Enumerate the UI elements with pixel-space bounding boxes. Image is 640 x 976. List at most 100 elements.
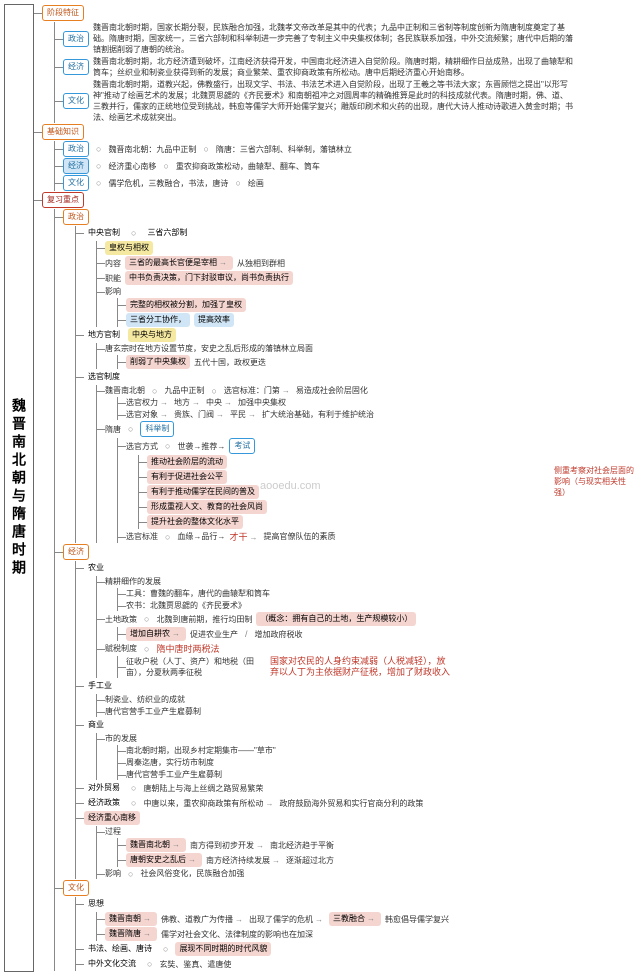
thought-cell: 魏晋南朝 [105, 912, 157, 926]
local-title: 地方官制 [84, 328, 124, 342]
central-title: 中央官制 [84, 226, 124, 240]
exam-effect: 有利于推动儒学在民间的普及 [147, 485, 259, 499]
eff-1b: 提高效率 [194, 313, 234, 327]
stage-text: 魏晋南北朝时期，国家长期分裂，民族融合加强，北魏孝文帝改革是其中的代表；九品中正… [93, 22, 573, 55]
exam-effect: 推动社会阶层的流动 [147, 455, 227, 469]
policy-res: 政府鼓励海外贸易和实行官商分利的政策 [279, 798, 423, 809]
tax-text: 隋中唐时两税法 [156, 642, 219, 655]
land-r0: 促进农业生产 [190, 629, 238, 640]
proc-cell: 唐朝安史之乱后 [126, 853, 202, 867]
stage-text: 魏晋南北朝时期，北方经济遭到破坏，江南经济获得开发，中国南北经济进入自觉阶段。隋… [93, 56, 573, 78]
policy-text: 中唐以来，重农抑商政策有所松动 [143, 798, 275, 809]
wei-res: 易造成社会阶层固化 [296, 385, 368, 396]
shift-eff-label: 影响 [105, 868, 121, 879]
std-label: 选官标准 [126, 531, 158, 542]
basic-item: 政治 [63, 141, 89, 157]
thought-cell: 儒学对社会文化、法律制度的影响也在加深 [161, 929, 313, 940]
select-title: 选官制度 [84, 370, 124, 384]
central-sub: 三省六部制 [143, 226, 191, 240]
thought-cell: 三教融合 [329, 912, 381, 926]
wei-sys: 九品中正制 [164, 385, 204, 396]
basic-part: 重农抑商政策松动，曲辕犁、翻车、筒车 [176, 161, 320, 172]
basic-part: 魏晋南北朝：九品中正制 [108, 144, 196, 155]
land-label: 土地政策 [105, 614, 137, 625]
tax-res: 国家对农民的人身约束减弱（人税减轻），放弃以人丁为主依据财产征税，增加了财政收入 [270, 656, 450, 678]
basic-part: 儒学危机，三教融合，书法，唐诗 [108, 178, 228, 189]
eff-0: 完整的相权被分割，加强了皇权 [126, 298, 246, 312]
proc-cell: 南方经济持续发展 [206, 855, 282, 866]
stage-title: 阶段特征 [42, 5, 84, 21]
wei-cell: 扩大统治基础，有利于维护统治 [262, 409, 374, 420]
thought-cell: 佛教、道教广为传播 [161, 914, 245, 925]
thought-cell: 韩愈倡导儒学复兴 [385, 914, 449, 925]
eff-label: 影响 [105, 286, 121, 297]
craft-label: 精耕细作的发展 [105, 576, 161, 587]
wei-cell: 贵族、门阀 [174, 409, 226, 420]
stage-item: 文化 [63, 93, 89, 109]
art-text: 展现不同时期的时代风貌 [175, 942, 271, 956]
craft-0: 工具：曹魏的翻车，唐代的曲辕犁和筒车 [126, 588, 270, 599]
std-flow0: 血缘→品行→ [177, 531, 225, 542]
market-label: 市的发展 [105, 733, 137, 744]
tag-imperial: 皇权与相权 [105, 241, 153, 255]
wei-cell: 平民 [230, 409, 258, 420]
sui-sys: 科举制 [140, 421, 174, 437]
land-text: 北魏到唐前期，推行均田制 [156, 614, 252, 625]
content-0: 三省的最高长官便是宰相 [125, 256, 233, 270]
proc-label: 过程 [105, 826, 121, 837]
basic-part: 绘画 [248, 178, 264, 189]
local-tag: 中央与地方 [128, 328, 176, 342]
wei-cell: 选官权力 [126, 397, 170, 408]
basic-item: 经济 [63, 158, 89, 174]
tax-label: 赋税制度 [105, 643, 137, 654]
func-label: 职能 [105, 273, 121, 284]
local-r0: 削弱了中央集权 [126, 355, 190, 369]
tax-detail: 征收户税（人丁、资产）和地税（田亩），分夏秋两季征税 [126, 656, 266, 678]
stage-item: 政治 [63, 31, 89, 47]
content-label: 内容 [105, 258, 121, 269]
exam-effect: 有利于促进社会公平 [147, 470, 227, 484]
biz-title: 商业 [84, 718, 108, 732]
stage-text: 魏晋南北朝时期，道教兴起，佛教盛行，出现文学、书法、书法艺术进入自觉阶段，出现了… [93, 79, 573, 123]
basic-title: 基础知识 [42, 124, 84, 140]
rev-econ: 经济 [63, 544, 89, 560]
thought-cell: 出现了儒学的危机 [249, 914, 325, 925]
policy-title: 经济政策 [84, 796, 124, 810]
thought-cell: 魏晋隋唐 [105, 927, 157, 941]
hand-title: 手工业 [84, 679, 116, 693]
watermark: aooedu.com [260, 480, 321, 492]
exch-title: 中外文化交流 [84, 957, 140, 971]
stage-item: 经济 [63, 59, 89, 75]
basic-item: 文化 [63, 175, 89, 191]
local-r1: 五代十国，政权更迭 [194, 357, 266, 368]
proc-cell: 南方得到初步开发 [190, 840, 266, 851]
wei-cell: 地方 [174, 397, 202, 408]
agri-title: 农业 [84, 561, 108, 575]
wei-cell: 加强中央集权 [238, 397, 286, 408]
rev-politics: 政治 [63, 209, 89, 225]
exam-effect: 形成重视人文、教育的社会风尚 [147, 500, 267, 514]
market-item: 周秦迄唐，实行坊市制度 [126, 757, 214, 768]
sui-title: 隋唐 [105, 424, 121, 435]
review-title: 复习重点 [42, 192, 84, 208]
proc-cell: 逐渐超过北方 [286, 855, 334, 866]
shift-title: 经济重心南移 [84, 811, 140, 825]
thought-title: 思想 [84, 897, 108, 911]
exch-text: 玄奘、鉴真、遣唐使 [159, 959, 231, 970]
proc-cell: 魏晋南北朝 [126, 838, 186, 852]
func-text: 中书负责决策，门下封驳审议，尚书负责执行 [125, 271, 293, 285]
root-title: 魏晋南北朝与隋唐时期 [4, 4, 34, 972]
proc-cell: 南北经济趋于平衡 [270, 840, 334, 851]
wei-std: 选官标准：门第 [224, 385, 292, 396]
craft-1: 农书：北魏贾思勰的《齐民要术》 [126, 600, 246, 611]
rev-culture: 文化 [63, 880, 89, 896]
hand-1: 唐代官营手工业产生雇募制 [105, 706, 201, 717]
market-item: 南北朝时期，出现乡村定期集市——"草市" [126, 745, 276, 756]
land-inc: 增加自耕农 [126, 627, 186, 641]
tree-root: 阶段特征 政治魏晋南北朝时期，国家长期分裂，民族融合加强，北魏孝文帝改革是其中的… [38, 0, 640, 976]
shift-eff-text: 社会风俗变化，民族融合加强 [140, 868, 244, 879]
wei-cell: 中央 [206, 397, 234, 408]
local-text: 唐玄宗时在地方设置节度，安史之乱后形成的藩镇林立局面 [105, 343, 313, 354]
method-label: 选官方式 [126, 441, 158, 452]
std-res: 提高官僚队伍的素质 [263, 531, 335, 542]
